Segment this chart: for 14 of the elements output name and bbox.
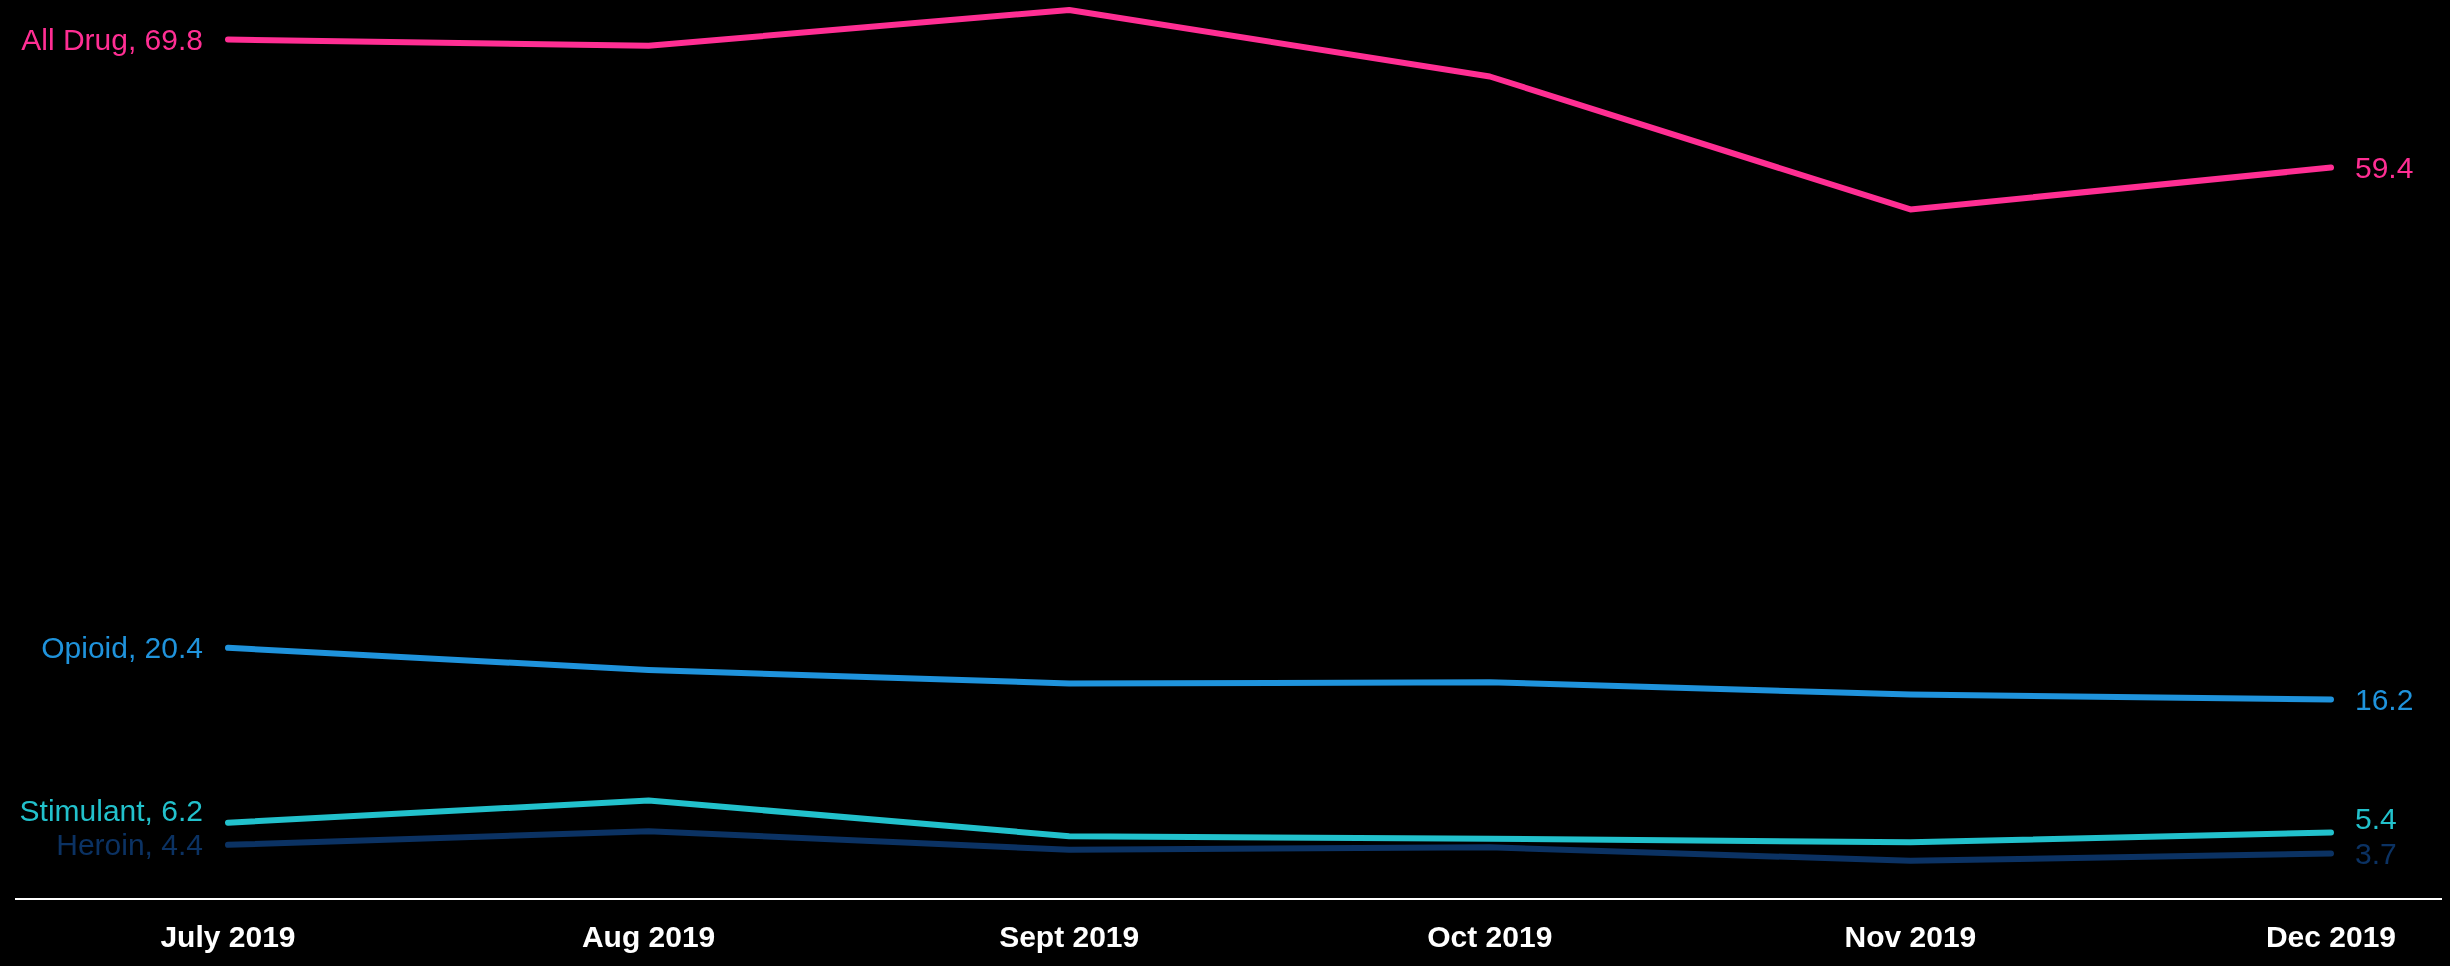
data-label: 59.4 [2355, 151, 2414, 185]
x-tick-label: July 2019 [160, 920, 296, 953]
text: Heroin, 4.4 [56, 828, 203, 862]
text: Stimulant, 6.2 [19, 793, 203, 827]
x-tick-label: Sept 2019 [999, 920, 1140, 953]
data-label: 3.7 [2355, 836, 2397, 870]
x-tick-label: Dec 2019 [2265, 920, 2397, 953]
data-label: 5.4 [2355, 802, 2397, 836]
x-tick-label: Oct 2019 [1427, 920, 1553, 953]
text: All Drug, 69.8 [21, 23, 203, 57]
x-tick-label: Aug 2019 [581, 920, 716, 953]
text: Opioid, 20.4 [41, 631, 203, 665]
data-label: 16.2 [2355, 683, 2414, 717]
x-tick-label: Nov 2019 [1844, 920, 1977, 953]
